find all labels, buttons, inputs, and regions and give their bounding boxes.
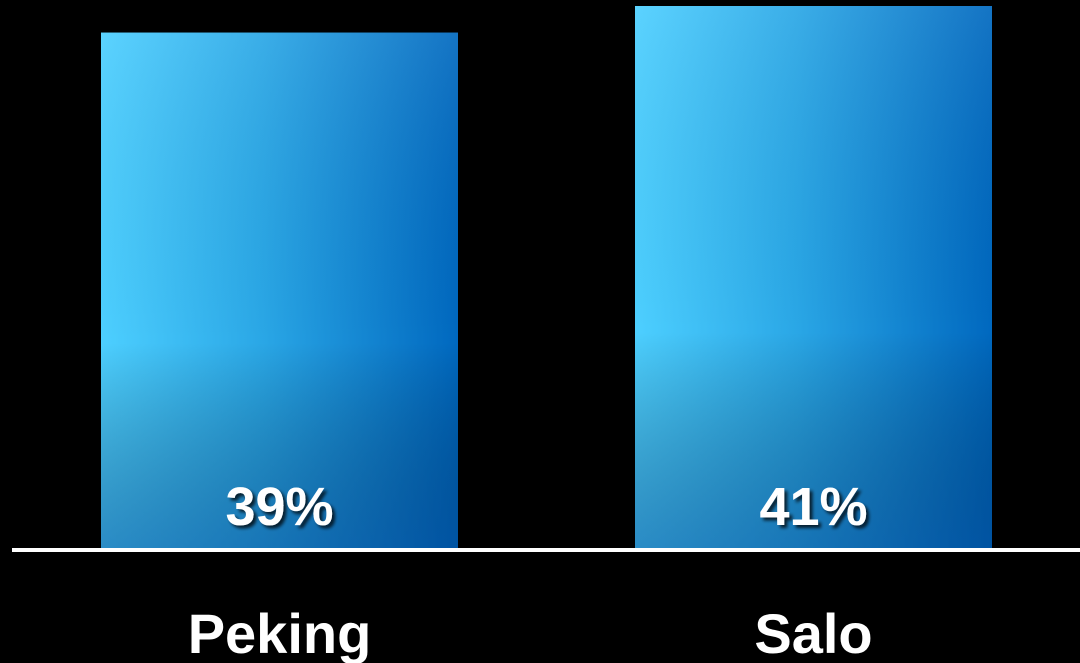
bar-value-label: 39% (225, 477, 333, 537)
category-label-peking: Peking (188, 602, 372, 663)
category-label-salo: Salo (754, 602, 872, 663)
bar-salo (635, 6, 992, 550)
bar-shade (635, 6, 992, 550)
bar-shade (101, 32, 458, 551)
bar-value-label: 41% (759, 477, 867, 537)
bar-peking (101, 32, 458, 551)
